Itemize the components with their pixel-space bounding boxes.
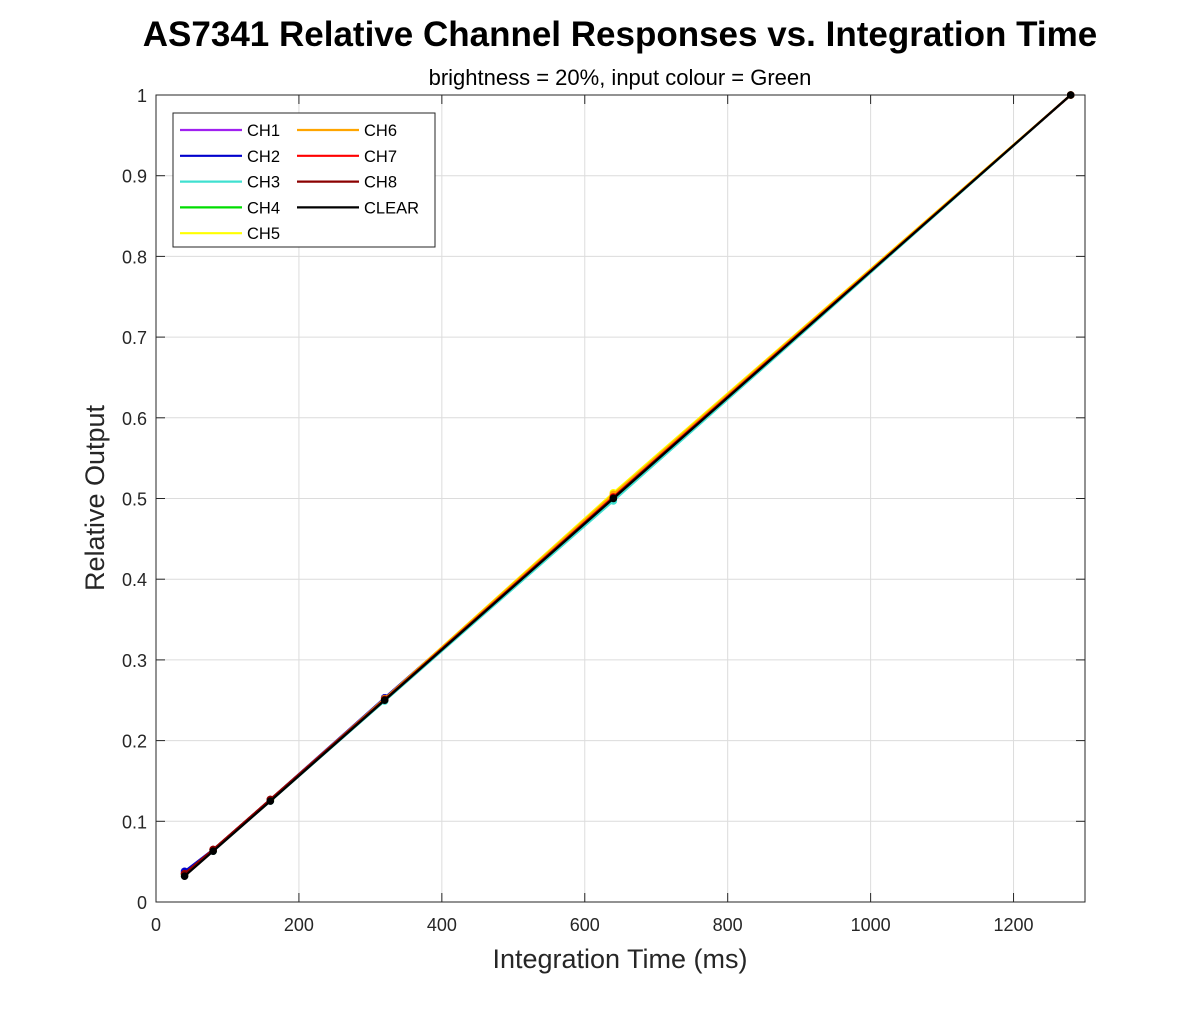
legend-label: CH3 xyxy=(247,174,280,192)
legend-item: CH1 xyxy=(180,122,280,140)
x-tick-label: 200 xyxy=(284,915,314,935)
y-tick-label: 0 xyxy=(137,893,147,913)
legend-box xyxy=(172,112,436,248)
series-line xyxy=(183,94,1072,878)
y-tick-label: 0.1 xyxy=(122,812,147,832)
axis-ticks: 0 200 400 600 800 1000 1200 0 0.1 0.2 0.3 0.4 0.5 0.6… xyxy=(122,86,1085,935)
plot-series xyxy=(180,91,1075,880)
legend-label: CH6 xyxy=(364,122,397,140)
legend-label: CH8 xyxy=(364,174,397,192)
y-tick-label: 0.8 xyxy=(122,247,147,267)
y-tick-label: 0.7 xyxy=(122,328,147,348)
legend-label: CLEAR xyxy=(364,199,419,217)
y-axis-label: Relative Output xyxy=(80,404,110,591)
data-point xyxy=(209,847,217,855)
y-tick-label: 0.2 xyxy=(122,732,147,752)
data-point xyxy=(609,494,618,503)
x-tick-label: 400 xyxy=(427,915,457,935)
x-axis-label: Integration Time (ms) xyxy=(492,944,747,974)
data-point xyxy=(180,872,189,880)
y-tick-label: 1 xyxy=(137,86,147,106)
legend-label: CH7 xyxy=(364,148,397,166)
y-tick-label: 0.4 xyxy=(122,570,147,590)
legend-item: CH3 xyxy=(180,174,280,192)
y-tick-label: 0.9 xyxy=(122,167,147,187)
x-tick-label: 600 xyxy=(570,915,600,935)
data-point xyxy=(266,797,275,805)
data-point xyxy=(1066,91,1075,99)
series-clear xyxy=(180,91,1075,880)
legend-item: CH6 xyxy=(297,122,397,140)
chart-title: AS7341 Relative Channel Responses vs. In… xyxy=(143,15,1097,54)
legend: CH1 CH2 CH3 CH4 CH5 CH6 CH7 CH8 CLEAR xyxy=(172,112,436,248)
x-tick-label: 800 xyxy=(713,915,743,935)
legend-label: CH2 xyxy=(247,148,280,166)
legend-label: CH1 xyxy=(247,122,280,140)
data-point xyxy=(380,696,389,705)
legend-item: CLEAR xyxy=(297,199,419,217)
y-tick-label: 0.5 xyxy=(122,490,147,510)
legend-item: CH2 xyxy=(180,148,280,166)
legend-item: CH5 xyxy=(180,225,280,243)
x-tick-label: 0 xyxy=(151,915,161,935)
x-tick-label: 1200 xyxy=(994,915,1034,935)
legend-label: CH5 xyxy=(247,225,280,243)
legend-item: CH8 xyxy=(297,174,397,192)
chart-subtitle: brightness = 20%, input colour = Green xyxy=(429,65,812,90)
legend-label: CH4 xyxy=(247,199,280,217)
x-tick-label: 1000 xyxy=(851,915,891,935)
y-tick-label: 0.6 xyxy=(122,409,147,429)
y-tick-label: 0.3 xyxy=(122,651,147,671)
legend-item: CH4 xyxy=(180,199,280,217)
legend-item: CH7 xyxy=(297,148,397,166)
